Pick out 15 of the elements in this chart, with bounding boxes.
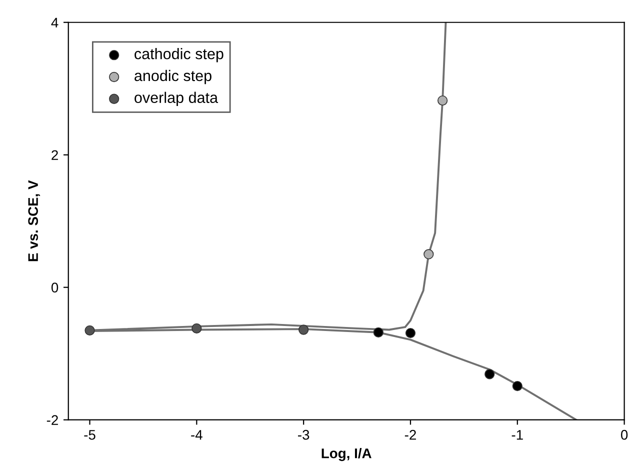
x-tick-label: -2 — [404, 430, 416, 440]
y-axis-title: E vs. SCE, V — [28, 180, 40, 262]
x-tick-label: -1 — [512, 430, 523, 440]
x-tick-label: -4 — [191, 430, 202, 440]
legend-label: overlap data — [134, 92, 218, 106]
y-tick-label: 4 — [51, 18, 58, 28]
legend-label: cathodic step — [134, 48, 224, 62]
x-axis-title: Log, I/A — [322, 448, 372, 462]
x-tick-label: -5 — [84, 430, 96, 440]
y-tick-label: -2 — [46, 415, 58, 425]
x-tick-label: 0 — [620, 430, 628, 440]
y-tick-label: 0 — [51, 282, 58, 293]
y-tick-label: 2 — [52, 150, 58, 160]
legend-label: anodic step — [134, 70, 212, 84]
x-tick-label: -3 — [298, 430, 310, 440]
